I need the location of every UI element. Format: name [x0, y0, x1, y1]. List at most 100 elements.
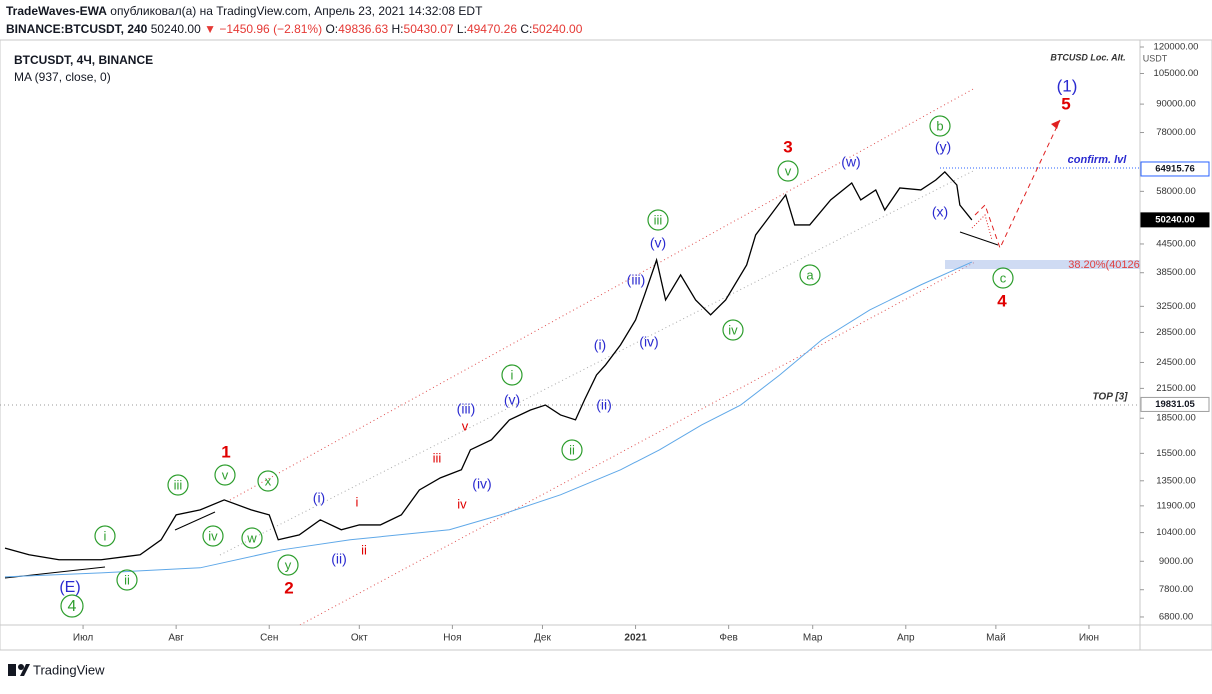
- y-tick-label: 11900.00: [1157, 500, 1196, 511]
- annotation: (y): [935, 139, 951, 155]
- series-line: [4, 171, 973, 561]
- y-tick-label: 44500.00: [1156, 238, 1196, 249]
- header-line1: TradeWaves-EWA опубликовал(а) на Trading…: [6, 4, 483, 18]
- price-label-box: [1140, 396, 1210, 412]
- trendline: [174, 511, 216, 531]
- wave-label-circled: iv: [208, 528, 218, 543]
- projection: [974, 119, 1061, 250]
- plot: 38.20%(40126: [4, 115, 1140, 618]
- price-label: 50240.00: [1155, 214, 1195, 225]
- annotation: 5: [1061, 94, 1070, 113]
- wave-circle: [94, 525, 116, 547]
- price-label-box: [1140, 161, 1210, 177]
- symbol: BINANCE:BTCUSDT, 240: [6, 22, 148, 36]
- wave-label-circled: i: [511, 367, 514, 382]
- annotation: 2: [284, 578, 293, 597]
- y-tick-label: 15500.00: [1156, 448, 1196, 459]
- x-tick-label: Авг: [168, 633, 184, 644]
- legend-entry: MA (937, close, 0): [14, 70, 111, 84]
- wave-circle: [202, 525, 224, 547]
- h-label: H:: [392, 22, 404, 36]
- annotation: 38.20%(40126: [1068, 259, 1140, 271]
- wave-circle: [257, 470, 279, 492]
- wave-label-circled: iv: [728, 322, 738, 337]
- c: 50240.00: [532, 22, 582, 36]
- wave-circle: [116, 569, 138, 591]
- l-label: L:: [457, 22, 467, 36]
- wave-circle: [722, 319, 744, 341]
- price-label: 64915.76: [1155, 163, 1195, 174]
- drawings: [0, 87, 1140, 625]
- change: −1450.96 (−2.81%): [219, 22, 322, 36]
- wave-label-circled: w: [246, 530, 257, 545]
- annotation: (ii): [596, 397, 612, 413]
- y-tick-label: 21500.00: [1156, 383, 1196, 394]
- wave-label-circled: v: [785, 163, 792, 178]
- l: 49470.26: [467, 22, 517, 36]
- wave-label-circled: i: [104, 528, 107, 543]
- wave-circle: [561, 439, 583, 461]
- wave-label-circled: iii: [174, 477, 183, 492]
- x-tick-label: 2021: [624, 633, 647, 644]
- h: 50430.07: [404, 22, 454, 36]
- annotation: (ii): [331, 551, 347, 567]
- annotation: (x): [932, 204, 948, 220]
- x-tick-label: Апр: [897, 633, 915, 644]
- x-tick-label: Июл: [73, 633, 93, 644]
- wave-circle: [214, 464, 236, 486]
- wave-label-circled: a: [806, 267, 814, 282]
- annotation: (E): [59, 579, 80, 596]
- wave-label-circled: v: [222, 467, 229, 482]
- y-tick-label: 28500.00: [1156, 327, 1196, 338]
- annotation: (iii): [627, 272, 646, 288]
- wave-label-circled: y: [285, 557, 292, 572]
- x-tick-label: Дек: [534, 633, 551, 644]
- annotation: i: [356, 494, 359, 509]
- annotation: (i): [594, 337, 606, 353]
- x-tick-label: Июн: [1079, 633, 1099, 644]
- y-tick-label: 7800.00: [1159, 584, 1193, 595]
- arrow: ▼: [204, 22, 216, 36]
- annotation: iii: [433, 450, 442, 465]
- x-tick-label: Фев: [719, 633, 737, 644]
- annotation: confirm. lvl: [1068, 154, 1128, 166]
- author: TradeWaves-EWA: [6, 4, 107, 18]
- price-label-box: [1140, 212, 1210, 228]
- x-tick-label: Окт: [351, 633, 368, 644]
- wave-circle: [167, 474, 189, 496]
- wave-circle: [799, 264, 821, 286]
- wave-circle: [501, 364, 523, 386]
- y-tick-label: 105000.00: [1154, 68, 1199, 79]
- y-tick-label: 90000.00: [1156, 99, 1196, 110]
- fib-zone: [945, 260, 1140, 269]
- last: 50240.00: [151, 22, 201, 36]
- annotation: iv: [457, 496, 467, 511]
- annotation: BTCUSD Loc. Alt.: [1050, 52, 1125, 62]
- channel-mid: [219, 169, 976, 556]
- projection-arrow: [1051, 120, 1060, 129]
- annotation: (iv): [472, 476, 491, 492]
- wave-label-circled: c: [1000, 270, 1007, 285]
- annotation: (v): [504, 392, 520, 408]
- frame: [0, 39, 1212, 651]
- y-tick-label: 58000.00: [1156, 186, 1196, 197]
- wave-circle: [60, 594, 84, 618]
- annotation: (1): [1057, 76, 1078, 95]
- x-tick-label: Май: [986, 633, 1006, 644]
- y-tick-label: 32500.00: [1156, 301, 1196, 312]
- annotation: v: [462, 418, 469, 433]
- annotation: 1: [221, 442, 230, 461]
- trendline: [959, 231, 999, 246]
- wave-circle: [777, 160, 799, 182]
- wave-label-circled: x: [265, 473, 272, 488]
- annotation: (iii): [457, 401, 476, 417]
- annotation: (i): [313, 490, 325, 506]
- wave-label-circled: ii: [124, 572, 130, 587]
- y-tick-label: 78000.00: [1156, 127, 1196, 138]
- wave-circle: [277, 554, 299, 576]
- x-tick-label: Сен: [260, 633, 278, 644]
- y-tick-label: 38500.00: [1156, 267, 1196, 278]
- series-line: [4, 261, 973, 578]
